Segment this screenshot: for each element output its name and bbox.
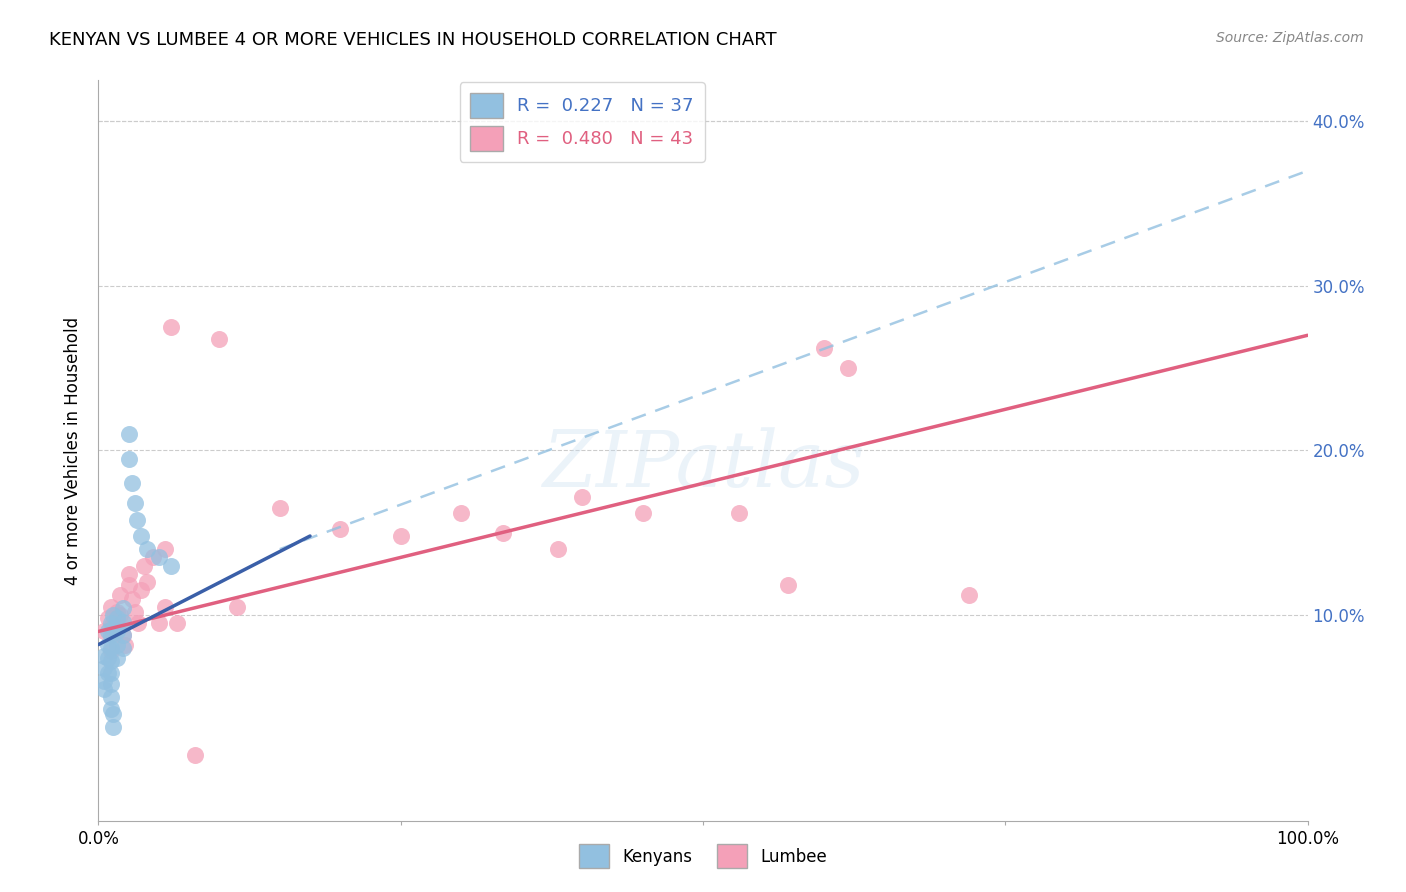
Point xyxy=(124,496,146,510)
Point xyxy=(129,529,152,543)
Point xyxy=(389,529,412,543)
Point xyxy=(105,611,128,625)
Point xyxy=(571,490,593,504)
Point xyxy=(100,654,122,668)
Point xyxy=(93,681,115,696)
Point xyxy=(100,640,122,655)
Point xyxy=(184,747,207,762)
Point xyxy=(111,628,134,642)
Point xyxy=(118,578,141,592)
Point xyxy=(100,599,122,614)
Point xyxy=(100,644,122,658)
Point xyxy=(100,628,122,642)
Point xyxy=(631,506,654,520)
Legend: Kenyans, Lumbee: Kenyans, Lumbee xyxy=(572,838,834,875)
Point xyxy=(97,665,120,680)
Point xyxy=(127,512,149,526)
Text: Source: ZipAtlas.com: Source: ZipAtlas.com xyxy=(1216,31,1364,45)
Point xyxy=(160,558,183,573)
Point xyxy=(111,628,134,642)
Point xyxy=(134,558,156,573)
Point xyxy=(111,601,134,615)
Point xyxy=(108,607,131,622)
Point xyxy=(93,673,115,688)
Point xyxy=(101,621,124,635)
Point xyxy=(101,628,124,642)
Point xyxy=(148,550,170,565)
Point xyxy=(93,624,115,639)
Point xyxy=(111,615,134,629)
Point xyxy=(97,611,120,625)
Point xyxy=(837,361,859,376)
Point xyxy=(108,588,131,602)
Point xyxy=(135,575,157,590)
Y-axis label: 4 or more Vehicles in Household: 4 or more Vehicles in Household xyxy=(65,317,83,584)
Point xyxy=(153,542,176,557)
Point xyxy=(269,501,291,516)
Legend: R =  0.227   N = 37, R =  0.480   N = 43: R = 0.227 N = 37, R = 0.480 N = 43 xyxy=(460,82,704,161)
Point xyxy=(100,616,122,631)
Point xyxy=(100,690,122,705)
Point xyxy=(93,649,115,664)
Point xyxy=(127,616,149,631)
Point xyxy=(93,660,115,674)
Point xyxy=(450,506,472,520)
Point xyxy=(101,616,124,631)
Point xyxy=(101,607,124,622)
Point xyxy=(118,566,141,581)
Point xyxy=(135,542,157,557)
Point xyxy=(97,650,120,665)
Point xyxy=(776,578,799,592)
Point xyxy=(100,702,122,716)
Point xyxy=(728,506,751,520)
Point xyxy=(105,616,128,631)
Point xyxy=(957,588,980,602)
Point xyxy=(114,638,136,652)
Point xyxy=(153,599,176,614)
Point xyxy=(105,650,128,665)
Point xyxy=(97,624,120,639)
Point xyxy=(111,640,134,655)
Point xyxy=(547,542,569,557)
Point xyxy=(492,525,515,540)
Point xyxy=(101,706,124,721)
Point xyxy=(101,720,124,734)
Text: ZIPatlas: ZIPatlas xyxy=(541,427,865,503)
Point xyxy=(226,599,249,614)
Point xyxy=(105,605,128,619)
Point xyxy=(105,624,128,639)
Point xyxy=(148,616,170,631)
Point xyxy=(124,605,146,619)
Point xyxy=(121,591,143,606)
Point xyxy=(142,550,165,565)
Point xyxy=(97,638,120,652)
Point xyxy=(121,476,143,491)
Point xyxy=(208,332,231,346)
Point xyxy=(329,523,352,537)
Point xyxy=(160,320,183,334)
Point xyxy=(118,451,141,466)
Point xyxy=(166,616,188,631)
Point xyxy=(105,638,128,652)
Point xyxy=(118,427,141,442)
Point xyxy=(100,665,122,680)
Point xyxy=(100,677,122,691)
Point xyxy=(129,583,152,598)
Text: KENYAN VS LUMBEE 4 OR MORE VEHICLES IN HOUSEHOLD CORRELATION CHART: KENYAN VS LUMBEE 4 OR MORE VEHICLES IN H… xyxy=(49,31,778,49)
Point xyxy=(111,616,134,631)
Point xyxy=(813,342,835,356)
